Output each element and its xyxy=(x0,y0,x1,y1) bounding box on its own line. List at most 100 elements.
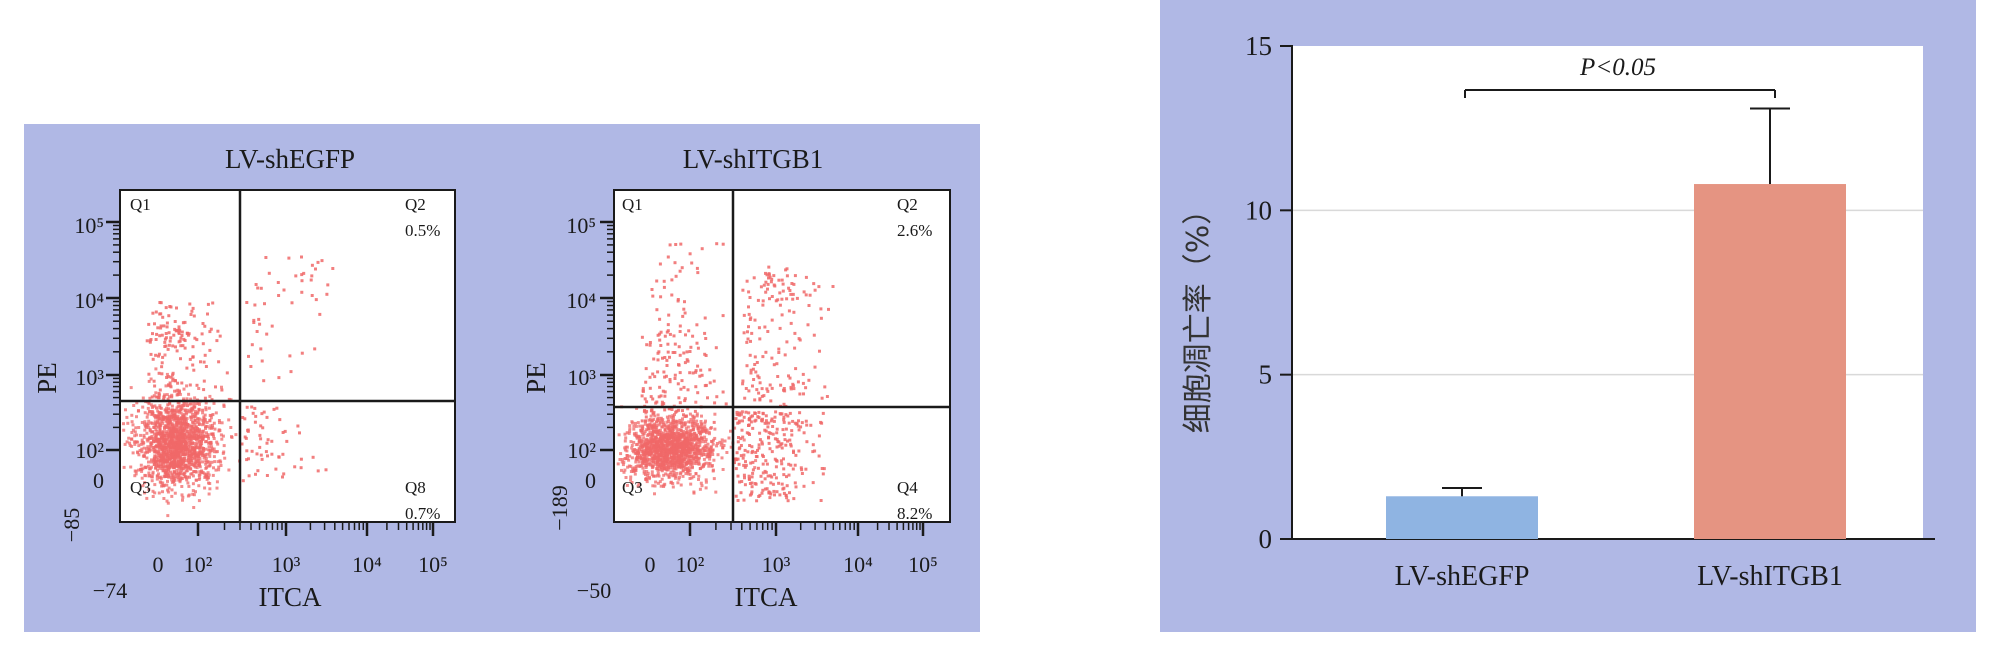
event-dot xyxy=(678,442,682,446)
event-dot xyxy=(142,446,146,450)
event-dot xyxy=(679,387,683,391)
event-dot xyxy=(643,397,647,401)
event-dot xyxy=(151,332,154,336)
event-dot xyxy=(782,402,786,406)
event-dot xyxy=(172,333,176,337)
event-dot xyxy=(780,442,784,446)
event-dot xyxy=(780,446,784,450)
event-dot xyxy=(651,397,655,401)
event-dot xyxy=(202,434,206,438)
event-dot xyxy=(719,443,723,447)
event-dot xyxy=(678,401,682,405)
event-dot xyxy=(204,401,208,405)
event-dot xyxy=(765,421,769,425)
event-dot xyxy=(211,423,214,427)
event-dot xyxy=(656,481,660,485)
event-dot xyxy=(693,451,696,455)
event-dot xyxy=(219,464,223,467)
event-dot xyxy=(646,426,650,430)
event-dot xyxy=(640,335,644,339)
event-dot xyxy=(751,449,755,453)
event-dot xyxy=(665,432,669,436)
event-dot xyxy=(150,406,154,409)
event-dot xyxy=(666,442,670,445)
event-dot xyxy=(675,427,679,430)
event-dot xyxy=(270,324,274,328)
event-dot xyxy=(167,475,171,479)
event-dot xyxy=(655,420,658,424)
event-dot xyxy=(203,486,207,490)
event-dot xyxy=(193,450,197,454)
event-dot xyxy=(670,416,674,420)
event-dot xyxy=(634,434,638,437)
event-dot xyxy=(172,428,176,432)
event-dot xyxy=(189,472,193,476)
event-dot xyxy=(757,446,761,450)
event-dot xyxy=(693,447,697,451)
event-dot xyxy=(149,352,153,356)
event-dot xyxy=(173,455,177,459)
event-dot xyxy=(167,415,171,419)
event-dot xyxy=(208,426,212,430)
event-dot xyxy=(666,455,669,458)
event-dot xyxy=(763,477,767,481)
event-dot xyxy=(736,499,740,502)
y-axis-ticks xyxy=(106,220,120,452)
event-dot xyxy=(785,496,789,500)
event-dot xyxy=(650,438,654,442)
event-dot xyxy=(749,368,753,372)
event-dot xyxy=(179,357,182,361)
event-dot xyxy=(681,474,685,478)
event-dot xyxy=(181,439,185,443)
event-dot xyxy=(668,429,672,433)
event-dot xyxy=(703,449,707,453)
event-dot xyxy=(679,435,683,439)
event-dot xyxy=(150,465,153,469)
event-dot xyxy=(774,299,778,303)
event-dot xyxy=(755,361,759,364)
event-dot xyxy=(200,439,204,443)
event-dot xyxy=(677,477,681,481)
event-dot xyxy=(673,377,677,380)
event-dot xyxy=(167,383,171,387)
event-dot xyxy=(683,464,687,468)
event-dot xyxy=(164,415,168,419)
event-dot xyxy=(164,419,168,423)
event-dot xyxy=(153,483,157,487)
event-dot xyxy=(158,427,162,431)
event-dot xyxy=(164,332,168,335)
event-dot xyxy=(166,455,170,459)
event-dot xyxy=(819,316,823,320)
event-dot xyxy=(193,461,197,465)
event-dot xyxy=(145,447,148,451)
event-dot xyxy=(675,471,679,475)
event-dot xyxy=(638,454,641,458)
event-dot xyxy=(754,370,758,374)
event-dot xyxy=(631,449,635,453)
event-dot xyxy=(656,358,660,362)
event-dot xyxy=(176,421,179,425)
event-dot xyxy=(213,460,217,464)
event-dot xyxy=(203,353,207,357)
event-dot xyxy=(696,452,699,455)
event-dot xyxy=(729,445,733,449)
event-dot xyxy=(181,423,185,427)
event-dot xyxy=(143,420,147,424)
event-dot xyxy=(316,260,320,264)
flow-plot-title: LV-shEGFP xyxy=(225,144,355,174)
event-dot xyxy=(167,420,171,424)
event-dot xyxy=(671,457,675,461)
event-dot xyxy=(262,379,266,383)
event-dot xyxy=(664,466,668,470)
event-dot xyxy=(245,458,249,462)
event-dot xyxy=(208,394,212,398)
event-dot xyxy=(313,347,317,351)
event-dot xyxy=(171,377,175,381)
event-dot xyxy=(800,421,804,425)
event-dot xyxy=(147,449,151,453)
event-dot xyxy=(188,437,192,440)
event-dot xyxy=(187,458,190,462)
event-dot xyxy=(265,441,269,445)
event-dot xyxy=(747,411,751,415)
event-dot xyxy=(160,365,164,369)
